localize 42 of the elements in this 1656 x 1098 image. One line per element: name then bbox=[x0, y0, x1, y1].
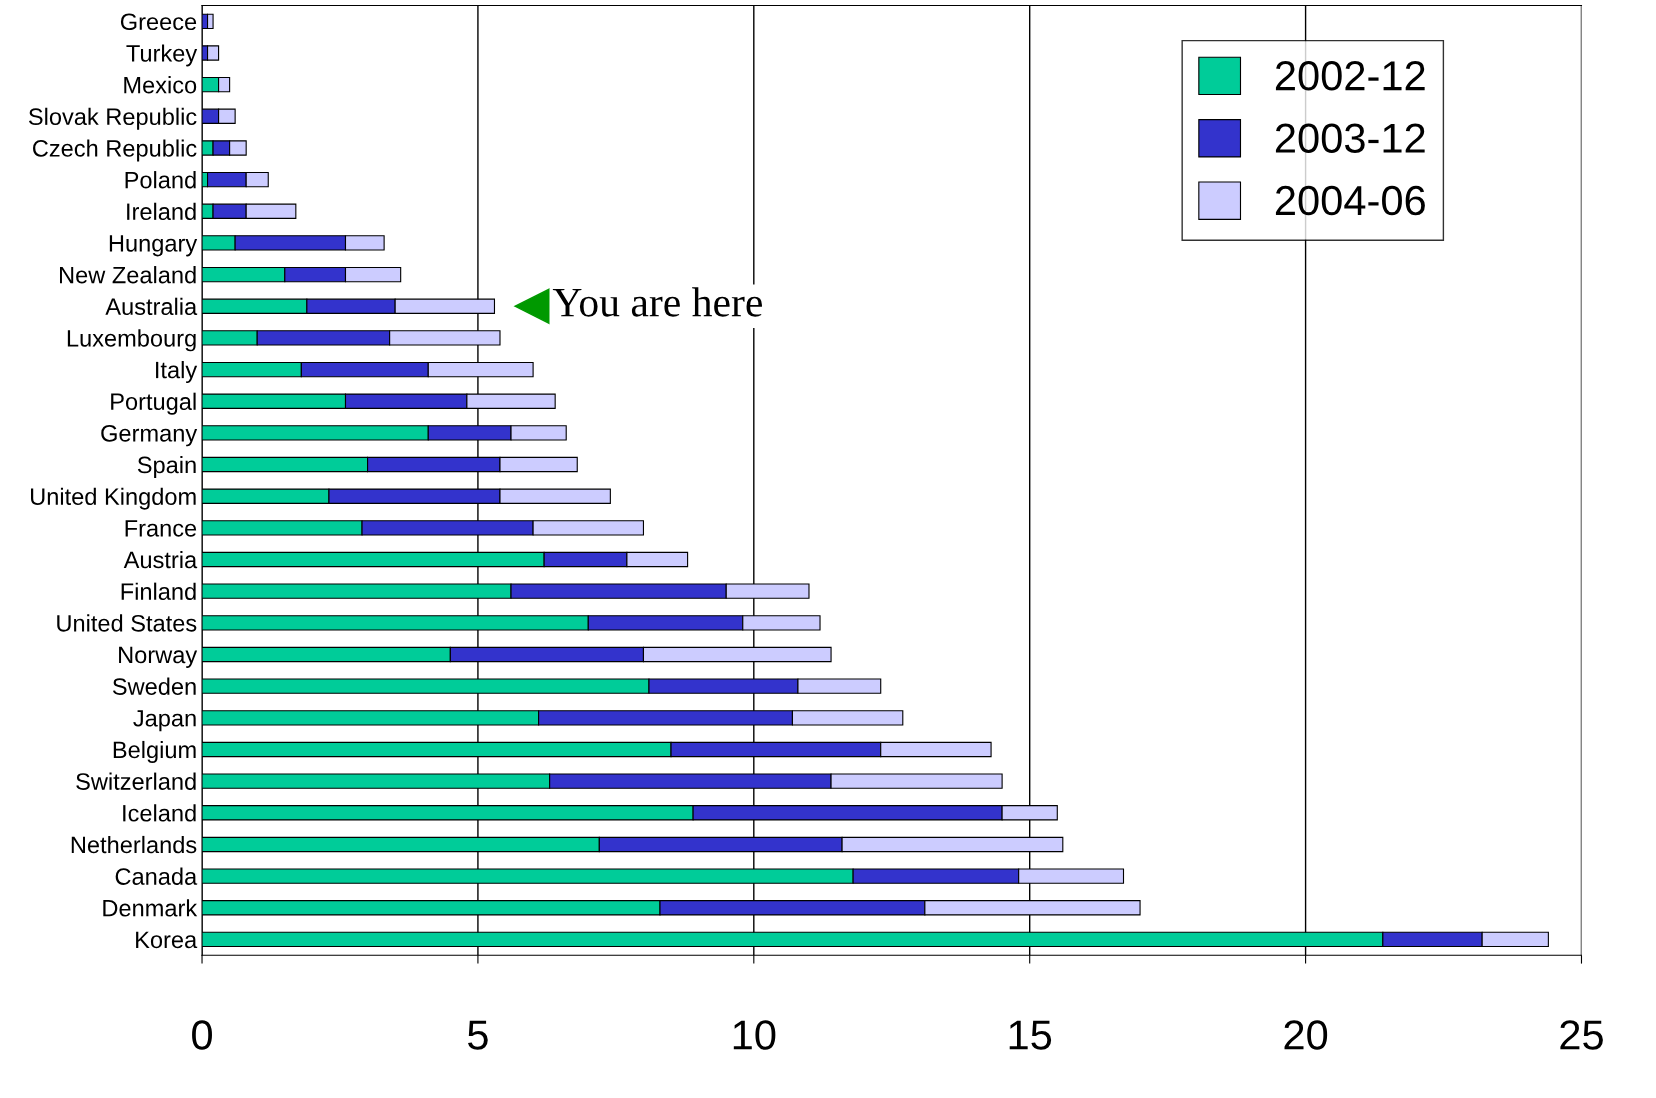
y-tick-label: Japan bbox=[133, 710, 196, 732]
y-tick-label: Poland bbox=[125, 171, 196, 189]
y-tick-label: Hungary bbox=[109, 235, 198, 257]
y-tick-label: Slovak Republic bbox=[28, 107, 197, 130]
y-tick-label: Sweden bbox=[112, 677, 196, 695]
x-tick-label: 10 bbox=[733, 1020, 776, 1050]
y-tick-label: Denmark bbox=[103, 899, 198, 917]
y-tick-label: Iceland bbox=[123, 804, 196, 822]
y-tick-label: France bbox=[125, 520, 197, 537]
y-tick-label: Korea bbox=[136, 931, 198, 949]
bar bbox=[206, 45, 220, 61]
y-tick-label: Czech Republic bbox=[33, 139, 197, 162]
y-tick-label: Turkey bbox=[126, 44, 198, 67]
y-tick-label: Luxembourg bbox=[67, 329, 196, 352]
y-tick-label: Canada bbox=[115, 867, 198, 885]
y-tick-label: Switzerland bbox=[76, 772, 196, 790]
x-tick-label: 25 bbox=[1560, 1020, 1603, 1050]
y-tick-label: Mexico bbox=[124, 76, 197, 94]
legend-label: 2002-12 bbox=[1275, 61, 1425, 91]
y-tick-label: United Kingdom bbox=[31, 487, 196, 510]
legend-label: 2003-12 bbox=[1275, 123, 1425, 153]
legend-label: 2004-06 bbox=[1275, 185, 1425, 216]
x-tick-label: 0 bbox=[192, 1020, 212, 1050]
y-tick-label: Finland bbox=[121, 582, 196, 600]
y-tick-label: Australia bbox=[105, 297, 198, 316]
x-tick-label: 15 bbox=[1009, 1020, 1052, 1050]
y-tick-label: Norway bbox=[119, 646, 198, 668]
bar bbox=[206, 13, 214, 29]
y-tick-label: Ireland bbox=[127, 202, 196, 221]
y-tick-label: Portugal bbox=[111, 392, 196, 415]
annotation: You are here bbox=[552, 287, 762, 317]
y-tick-label: Germany bbox=[101, 424, 198, 447]
y-tick-label: Austria bbox=[123, 550, 198, 569]
x-tick-label: 5 bbox=[468, 1020, 488, 1050]
y-tick-label: Italy bbox=[156, 361, 198, 384]
x-tick-label: 20 bbox=[1284, 1020, 1328, 1050]
y-tick-label: Netherlands bbox=[71, 835, 197, 854]
y-tick-label: New Zealand bbox=[60, 266, 196, 284]
y-tick-label: United States bbox=[57, 614, 197, 632]
y-tick-label: Spain bbox=[137, 455, 196, 478]
y-tick-label: Belgium bbox=[113, 740, 196, 763]
y-tick-label: Greece bbox=[120, 13, 197, 31]
